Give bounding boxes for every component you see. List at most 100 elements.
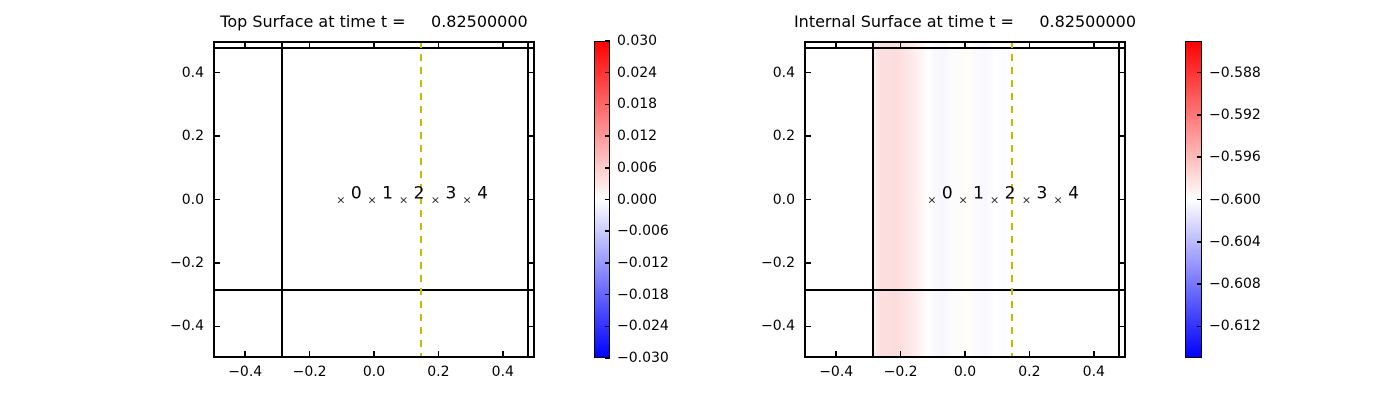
x-tick <box>437 41 440 48</box>
x-tick-label: 0.2 <box>1018 364 1041 380</box>
colorbar-tick-label: −0.018 <box>617 286 669 303</box>
colorbar-tick-label: 0.030 <box>617 33 658 49</box>
colorbar-tick <box>1197 71 1202 74</box>
x-marker: × <box>367 193 377 206</box>
domain-line-horizontal <box>804 289 1126 292</box>
y-tick <box>804 262 811 264</box>
y-tick <box>1119 135 1126 137</box>
x-tick <box>1028 41 1031 48</box>
colorbar-tick <box>1197 283 1202 285</box>
colorbar-tick-label: 0.024 <box>617 64 658 81</box>
colorbar-tick-label: −0.612 <box>1209 318 1261 335</box>
marker-point-label: 2 <box>413 183 425 203</box>
colorbar-tick-label: 0.000 <box>617 191 658 208</box>
x-tick <box>308 41 311 48</box>
colorbar-tick <box>605 40 610 42</box>
x-marker: × <box>1021 193 1032 206</box>
y-tick <box>528 325 535 328</box>
colorbar-tick <box>1197 156 1202 158</box>
y-tick <box>528 262 535 264</box>
colorbar-tick-label: −0.600 <box>1209 191 1261 208</box>
x-marker: × <box>430 193 441 206</box>
x-tick <box>899 351 902 358</box>
x-marker: × <box>399 193 409 206</box>
y-tick-label: 0.0 <box>181 191 204 208</box>
y-tick <box>528 135 535 137</box>
x-tick <box>1093 351 1095 358</box>
y-tick-label: −0.4 <box>761 318 795 335</box>
y-tick-label: 0.4 <box>772 64 795 81</box>
x-marker: × <box>1053 193 1063 206</box>
dashed-reference-line <box>1010 41 1013 358</box>
colorbar-tick-label: −0.608 <box>1209 276 1261 293</box>
top-surface-plot: × 0 × 1 × 2 × 3 × 4 −0.4 −0.2 0.0 0.2 0.4 0.4 0.2 0.0 −0.2… <box>170 41 535 380</box>
colorbar-tick-label: 0.018 <box>617 96 658 113</box>
x-tick <box>835 41 837 48</box>
panel-title-top-surface: Top Surface at time t = 0.82500000 <box>220 12 528 31</box>
colorbar-tick-label: −0.030 <box>617 350 669 366</box>
internal-surface-plot: × 0 × 1 × 2 × 3 × 4 −0.4 −0.2 0.0 0.2 0.4 0.4 0.2 0.0 −0.2… <box>761 41 1126 380</box>
y-tick <box>528 71 535 74</box>
x-tick <box>502 41 504 48</box>
y-tick <box>1119 262 1126 264</box>
internal-surface-colorbar: −0.588 −0.592 −0.596 −0.600 −0.604 −0.608 −0.6… <box>1185 41 1261 358</box>
x-tick-label: −0.4 <box>228 364 263 380</box>
colorbar-tick <box>605 357 610 359</box>
y-tick <box>213 135 220 137</box>
colorbar-tick-label: −0.588 <box>1209 64 1261 81</box>
y-tick-label: 0.2 <box>181 128 204 145</box>
x-tick-label: 0.2 <box>427 364 450 380</box>
colorbar-tick <box>605 230 610 232</box>
colorbar-gradient <box>1185 41 1202 358</box>
marker-point-label: 2 <box>1004 183 1016 203</box>
y-tick-label: 0.4 <box>181 64 204 81</box>
y-tick <box>213 71 220 74</box>
y-tick <box>213 262 220 264</box>
y-tick <box>804 135 811 137</box>
x-tick-label: 0.0 <box>362 364 386 380</box>
colorbar-tick-label: −0.006 <box>617 223 669 240</box>
y-tick-label: 0.2 <box>772 128 795 145</box>
colorbar-tick <box>605 198 610 201</box>
y-tick-label: 0.0 <box>772 191 795 208</box>
x-marker: × <box>990 193 1000 206</box>
x-marker: × <box>462 193 472 206</box>
x-tick-label: −0.2 <box>883 364 918 380</box>
x-tick <box>899 41 902 48</box>
domain-line-vertical <box>1117 41 1120 358</box>
field-layer <box>213 41 535 358</box>
x-tick <box>373 351 375 358</box>
colorbar-tick <box>1197 241 1202 243</box>
y-tick-label: −0.2 <box>170 254 204 271</box>
x-marker: × <box>336 193 346 206</box>
y-tick-label: −0.4 <box>170 318 204 335</box>
colorbar-tick <box>605 293 610 296</box>
colorbar-tick <box>605 262 610 264</box>
marker-point-label: 1 <box>973 183 984 203</box>
colorbar-tick <box>605 135 610 137</box>
colorbar-tick <box>605 103 610 106</box>
colorbar-tick <box>605 167 610 169</box>
x-tick <box>244 351 246 358</box>
y-tick <box>213 198 220 201</box>
y-tick <box>1119 325 1126 328</box>
colorbar-gradient <box>594 41 610 358</box>
y-tick <box>213 325 220 328</box>
y-tick <box>804 198 811 201</box>
field-layer <box>804 41 1126 358</box>
y-tick <box>1119 71 1126 74</box>
y-tick <box>1119 198 1126 201</box>
domain-line-vertical <box>871 41 874 358</box>
marker-point-label: 1 <box>382 183 393 203</box>
x-tick-label: −0.2 <box>292 364 327 380</box>
y-tick <box>528 198 535 201</box>
y-tick <box>804 71 811 74</box>
top-surface-colorbar: 0.030 0.024 0.018 0.012 0.006 0.000 −0.006 −0.0… <box>594 33 669 366</box>
x-tick <box>964 41 966 48</box>
x-tick <box>437 351 440 358</box>
x-tick <box>835 351 837 358</box>
dashed-reference-line <box>419 41 422 358</box>
colorbar-tick <box>605 325 610 328</box>
x-tick <box>964 351 966 358</box>
panel-title-internal-surface: Internal Surface at time t = 0.82500000 <box>793 12 1137 31</box>
